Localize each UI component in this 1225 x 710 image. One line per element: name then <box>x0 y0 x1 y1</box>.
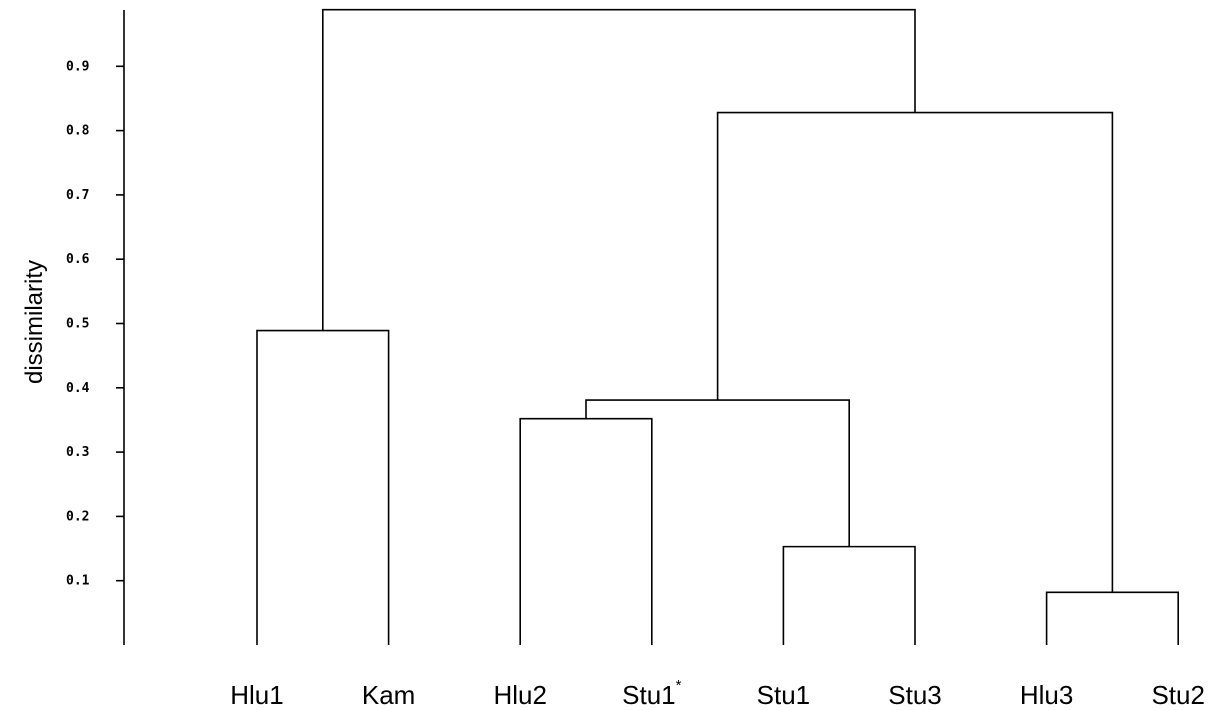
y-tick-label: 0.4 <box>66 381 90 396</box>
dendrogram-branch-n3 <box>519 417 653 645</box>
leaf-label: Hlu2 <box>493 680 546 710</box>
leaf-labels: Hlu1 Kam Hlu2 Stu1* Stu1 Stu3 Hlu3 Stu2 <box>230 677 1205 710</box>
leaf-label: Stu1* <box>622 677 682 710</box>
y-tick-label: 0.5 <box>66 317 89 332</box>
leaf-label-text: Stu1 <box>757 680 811 710</box>
y-ticks: 0.1 0.2 0.3 0.4 0.5 0.6 0.7 0.8 0.9 <box>66 59 124 589</box>
y-tick-label: 0.3 <box>66 445 89 460</box>
y-axis-label: dissimilarity <box>21 260 48 384</box>
branches <box>256 8 1179 645</box>
leaf-label-text: Stu3 <box>888 680 942 710</box>
leaf-label: Hlu1 <box>230 680 283 710</box>
leaf-label-text: Kam <box>362 680 415 710</box>
leaf-label-text: Hlu2 <box>493 680 546 710</box>
leaf-label-text: Stu2 <box>1151 680 1205 710</box>
leaf-label: Stu3 <box>888 680 942 710</box>
y-tick-label: 0.6 <box>66 252 90 267</box>
leaf-label: Stu2 <box>1151 680 1205 710</box>
leaf-label-text: Stu1 <box>622 680 676 710</box>
leaf-label: Kam <box>362 680 415 710</box>
y-tick-label: 0.2 <box>66 509 89 524</box>
dendrogram-branch-n4 <box>585 399 850 547</box>
y-tick-label: 0.8 <box>66 124 90 139</box>
leaf-label: Stu1 <box>757 680 811 710</box>
leaf-label-text: Hlu3 <box>1020 680 1073 710</box>
y-tick-label: 0.9 <box>66 59 89 74</box>
dendrogram-branch-n2 <box>782 545 916 645</box>
leaf-label-superscript: * <box>676 677 682 694</box>
dendrogram-branch-n7 <box>322 8 916 331</box>
y-tick-label: 0.1 <box>66 574 90 589</box>
leaf-label-text: Hlu1 <box>230 680 283 710</box>
dendrogram-branch-n1 <box>1045 591 1179 645</box>
dendrogram-branch-n6 <box>716 111 1114 593</box>
y-tick-label: 0.7 <box>66 188 89 203</box>
dendrogram-branch-n5 <box>256 329 390 645</box>
leaf-label: Hlu3 <box>1020 680 1073 710</box>
